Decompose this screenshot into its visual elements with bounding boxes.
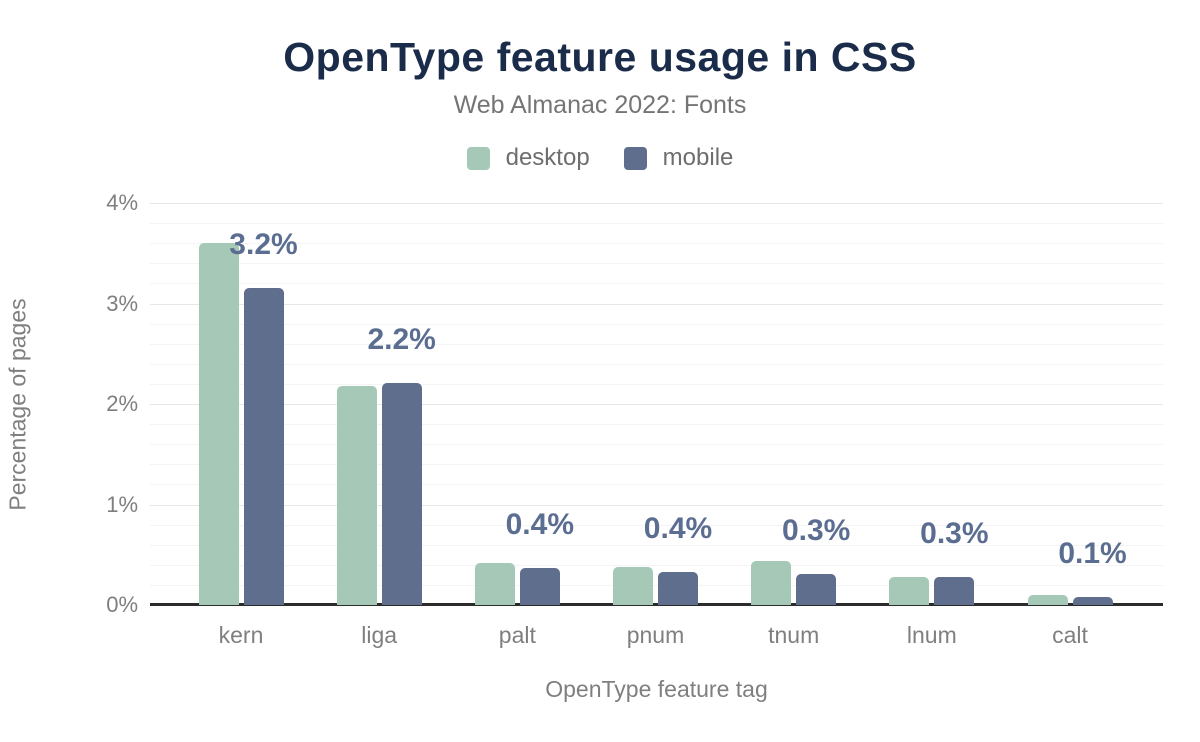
legend-item-desktop: desktop — [466, 144, 590, 172]
x-tick-label-palt: palt — [498, 622, 536, 648]
gridline-major — [150, 504, 1163, 506]
bar-mobile-kern — [243, 288, 284, 605]
chart-title: OpenType feature usage in CSS — [283, 34, 917, 80]
gridline-minor — [150, 564, 1163, 566]
y-tick-label: 2% — [106, 391, 138, 416]
bar-desktop-kern — [198, 243, 239, 605]
gridline-minor — [150, 283, 1163, 285]
mobile-swatch-icon — [623, 146, 647, 170]
gridline-major — [150, 404, 1163, 405]
bar-value-label-calt: 0.1% — [1058, 536, 1127, 570]
x-tick-label-kern: kern — [218, 622, 264, 648]
legend: desktop mobile — [0, 144, 1200, 172]
legend-item-mobile: mobile — [623, 144, 734, 172]
chart-subtitle: Web Almanac 2022: Fonts — [453, 91, 747, 119]
gridline-minor — [150, 584, 1163, 586]
gridline-minor — [150, 464, 1163, 466]
gridline-minor — [150, 524, 1163, 526]
gridline-minor — [150, 544, 1163, 546]
bar-value-label-lnum: 0.3% — [920, 516, 989, 550]
x-tick-label-calt: calt — [1052, 622, 1088, 648]
gridline-major — [150, 203, 1163, 204]
x-tick-label-tnum: tnum — [768, 622, 820, 648]
bar-desktop-tnum — [751, 560, 792, 605]
plot-area: 3.2% 2.2% 0.4% 0.4% 0.3% 0.3% 0.1% — [150, 203, 1163, 606]
bar-value-label-pnum: 0.4% — [643, 511, 713, 545]
y-tick-label: 1% — [106, 491, 138, 517]
bar-value-label-liga: 2.2% — [367, 322, 436, 356]
bar-mobile-tnum — [796, 573, 837, 605]
bar-desktop-liga — [336, 385, 377, 605]
gridline-major — [150, 303, 1163, 305]
bar-mobile-pnum — [658, 571, 698, 605]
bar-value-label-palt: 0.4% — [505, 507, 575, 541]
bar-mobile-calt — [1072, 596, 1113, 605]
bar-mobile-liga — [381, 382, 422, 605]
gridline-minor — [150, 424, 1163, 426]
legend-label-desktop: desktop — [505, 144, 590, 171]
y-axis-title: Percentage of pages — [4, 298, 31, 511]
gridline-minor — [150, 343, 1163, 345]
desktop-swatch-icon — [466, 146, 490, 170]
bar-value-label-kern: 3.2% — [229, 228, 298, 262]
gridline-minor — [150, 323, 1163, 325]
bar-desktop-lnum — [889, 576, 930, 605]
x-tick-label-liga: liga — [361, 622, 398, 648]
y-tick-label: 0% — [106, 592, 138, 617]
y-tick-label: 4% — [106, 190, 138, 215]
gridline-minor — [150, 444, 1163, 446]
bar-desktop-calt — [1027, 594, 1068, 605]
gridline-minor — [150, 243, 1163, 245]
legend-label-mobile: mobile — [662, 144, 734, 171]
y-tick-label: 3% — [106, 290, 138, 316]
gridline-minor — [150, 383, 1163, 385]
bar-value-label-tnum: 0.3% — [781, 513, 851, 547]
x-tick-label-pnum: pnum — [626, 622, 685, 648]
gridline-minor — [150, 363, 1163, 365]
gridline-minor — [150, 484, 1163, 486]
bar-desktop-palt — [474, 562, 515, 605]
bar-mobile-lnum — [934, 576, 975, 605]
x-axis-line — [150, 603, 1163, 606]
gridline-minor — [150, 263, 1163, 265]
x-tick-label-lnum: lnum — [906, 622, 957, 648]
bar-desktop-pnum — [613, 566, 653, 605]
x-axis-title: OpenType feature tag — [545, 676, 768, 702]
gridline-minor — [150, 223, 1163, 225]
bar-mobile-palt — [519, 567, 560, 605]
